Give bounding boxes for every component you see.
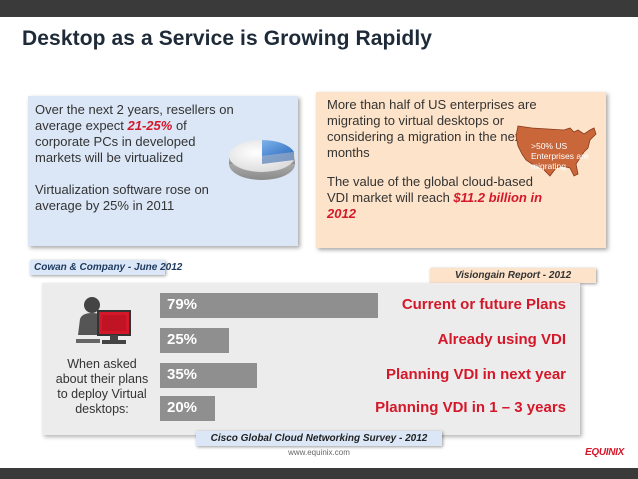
survey-bar-label: Already using VDI (437, 331, 566, 348)
us-enterprises-info-box: More than half of US enterprises are mig… (316, 92, 606, 248)
survey-bar-row: 79% Current or future Plans (160, 293, 574, 318)
migration-paragraph: More than half of US enterprises are mig… (327, 97, 544, 160)
person-at-computer-icon (76, 297, 131, 344)
source-cowan: Cowan & Company - June 2012 (30, 260, 182, 275)
footer-url: www.equinix.com (288, 448, 350, 457)
resellers-text: Over the next 2 years, resellers on aver… (35, 102, 235, 214)
survey-bar-label: Planning VDI in next year (385, 366, 566, 383)
survey-bar-row: 20% Planning VDI in 1 – 3 years (160, 396, 574, 421)
survey-bar-label: Planning VDI in 1 – 3 years (375, 399, 566, 416)
survey-panel: When asked about their plans to deploy V… (42, 283, 580, 435)
source-cisco: Cisco Global Cloud Networking Survey - 2… (196, 431, 442, 446)
vdi-market-paragraph: The value of the global cloud-based VDI … (327, 174, 557, 222)
resellers-text-start: Over the next 2 years, resellers on aver… (35, 102, 234, 133)
survey-bar-label: Current or future Plans (401, 296, 566, 313)
survey-bar (160, 396, 216, 421)
resellers-highlight: 21-25% (127, 118, 173, 133)
survey-bar-row: 25% Already using VDI (160, 328, 574, 353)
survey-bar-percent: 25% (167, 331, 198, 348)
survey-bar (160, 293, 378, 318)
map-label: >50% US Enterprises are migrating (531, 141, 589, 171)
resellers-info-box: Over the next 2 years, resellers on aver… (28, 96, 298, 246)
usa-map-icon (515, 125, 597, 177)
survey-bar-row: 35% Planning VDI in next year (160, 363, 574, 388)
vdi-market-highlight: $11.2 billion in 2012 (327, 190, 543, 221)
us-enterprises-text: More than half of US enterprises are mig… (327, 97, 557, 222)
resellers-paragraph: Over the next 2 years, resellers on aver… (35, 102, 235, 166)
top-bar (0, 0, 638, 17)
page-title: Desktop as a Service is Growing Rapidly (22, 27, 433, 50)
survey-question: When asked about their plans to deploy V… (55, 357, 149, 416)
survey-bar-percent: 79% (167, 296, 198, 313)
bottom-bar (0, 468, 638, 479)
resellers-text-end: of corporate PCs in developed markets wi… (35, 118, 196, 165)
virtualization-paragraph: Virtualization software rose on average … (35, 182, 209, 213)
source-visiongain: Visiongain Report - 2012 (430, 268, 596, 283)
vdi-market-text: The value of the global cloud-based VDI … (327, 174, 533, 205)
survey-bar (160, 328, 229, 353)
survey-bar-percent: 35% (167, 366, 198, 383)
survey-bar-percent: 20% (167, 399, 198, 416)
equinix-logo: EQUINIX (585, 447, 625, 458)
survey-bar (160, 363, 257, 388)
pie-chart-icon (229, 139, 295, 180)
